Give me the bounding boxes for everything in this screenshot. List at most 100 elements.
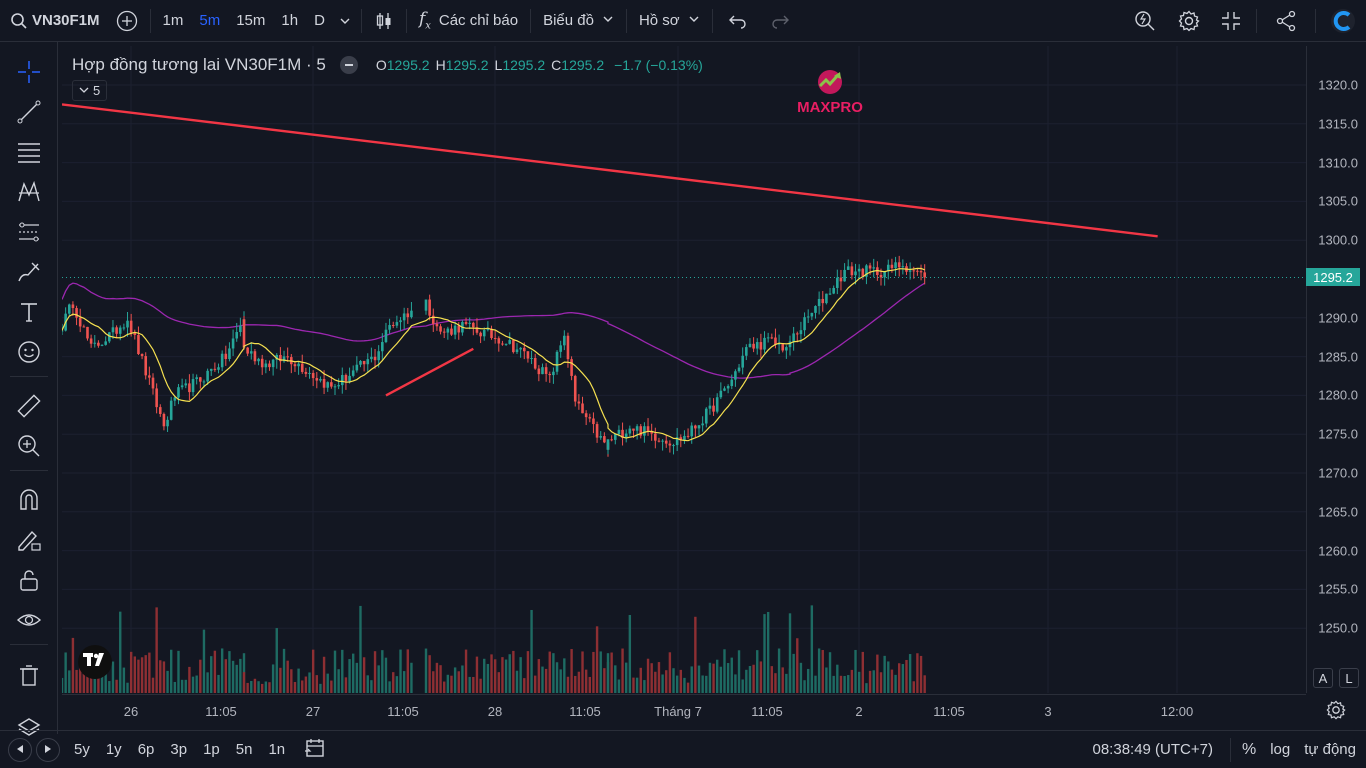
volume-bar — [166, 670, 169, 693]
volume-bar — [239, 658, 242, 693]
volume-bar — [766, 611, 770, 693]
candle-body — [493, 338, 497, 340]
indicators-button[interactable]: fx Các chỉ báo — [411, 0, 526, 42]
tradingview-logo[interactable] — [78, 645, 112, 679]
range-1p[interactable]: 1p — [203, 741, 220, 758]
volume-bar — [792, 653, 795, 693]
volume-bar — [162, 661, 166, 693]
fib-tool[interactable] — [13, 136, 45, 168]
log-scale-button[interactable]: L — [1339, 668, 1359, 688]
magnet-tool[interactable] — [13, 484, 45, 516]
volume-bar — [650, 663, 653, 693]
interval-1m[interactable]: 1m — [162, 12, 184, 29]
candle-body — [308, 372, 311, 374]
percent-scale-button[interactable]: % — [1241, 740, 1257, 758]
interval-D[interactable]: D — [314, 12, 325, 29]
range-5y[interactable]: 5y — [74, 741, 90, 758]
trend-line-tool[interactable] — [13, 96, 45, 128]
range-6p[interactable]: 6p — [137, 741, 155, 758]
fullscreen-button[interactable] — [1210, 0, 1252, 42]
legend-hide-button[interactable] — [339, 56, 358, 74]
scroll-right-button[interactable] — [36, 737, 60, 762]
candle-body — [508, 340, 512, 344]
scroll-left-button[interactable] — [8, 737, 32, 762]
interval-1h[interactable]: 1h — [281, 12, 299, 29]
volume-bar — [111, 661, 115, 693]
legend-title: Hợp đồng tương lai VN30F1M · 5 — [72, 55, 326, 74]
settings-button[interactable] — [1168, 0, 1210, 42]
date-range-button[interactable] — [297, 738, 333, 762]
time-scale[interactable]: 26 11:05 27 11:05 28 11:05 Tháng 7 11:05 2 11:05 3… — [62, 694, 1306, 726]
candle-body — [555, 351, 559, 372]
brush-tool[interactable] — [13, 256, 45, 288]
interval-5m[interactable]: 5m — [199, 12, 221, 29]
ruler-tool[interactable] — [13, 390, 45, 422]
profile-button[interactable]: Hồ sơ — [631, 0, 708, 42]
candle-body — [595, 424, 599, 438]
prediction-tool[interactable] — [13, 216, 45, 248]
auto-scale-toggle[interactable]: tự động — [1304, 741, 1356, 758]
auto-scale-button[interactable]: A — [1313, 668, 1333, 688]
candle-body — [752, 343, 755, 349]
object-tree-tool[interactable] — [13, 712, 45, 744]
crosshair-tool[interactable] — [13, 56, 45, 88]
price-chart[interactable] — [62, 46, 1306, 693]
candle-body — [370, 356, 373, 360]
log-scale-toggle[interactable]: log — [1270, 741, 1291, 758]
trash-icon — [16, 663, 42, 689]
interval-dropdown-button[interactable] — [333, 0, 357, 42]
chart-layout-button[interactable]: Biểu đồ — [535, 0, 622, 42]
price-tick: 1285.0 — [1318, 349, 1358, 365]
candle-body — [162, 413, 166, 427]
volume-bar — [534, 675, 537, 693]
volume-bar — [253, 678, 257, 693]
range-5n[interactable]: 5n — [235, 741, 253, 758]
volume-bar — [857, 671, 861, 693]
candle-body — [522, 347, 526, 352]
clock-display[interactable]: 08:38:49 (UTC+7) — [1092, 741, 1213, 758]
lock-all-tool[interactable] — [13, 564, 45, 596]
chart-style-button[interactable] — [366, 0, 402, 42]
volume-bar — [195, 675, 198, 693]
volume-bar — [577, 671, 581, 693]
emoji-tool[interactable] — [13, 336, 45, 368]
undo-button[interactable] — [717, 0, 759, 42]
quick-search-button[interactable] — [1122, 0, 1168, 42]
undo-icon — [728, 13, 747, 29]
brand-logo-button[interactable] — [1320, 0, 1366, 42]
volume-bar — [537, 659, 541, 693]
compare-symbol-button[interactable] — [108, 0, 146, 42]
candle-body — [391, 325, 395, 327]
symbol-search-button[interactable]: VN30F1M — [0, 0, 108, 42]
range-3p[interactable]: 3p — [170, 741, 188, 758]
candle-body — [268, 363, 271, 368]
chart-type-label: Biểu đồ — [543, 12, 594, 29]
range-1n[interactable]: 1n — [268, 741, 286, 758]
candle-body — [512, 340, 515, 353]
share-button[interactable] — [1261, 0, 1311, 42]
volume-bar — [668, 652, 672, 693]
volume-bar — [865, 683, 868, 693]
candle-body — [111, 327, 115, 333]
redo-button[interactable] — [759, 0, 801, 42]
time-tick: 2 — [855, 704, 863, 719]
pattern-tool[interactable] — [13, 176, 45, 208]
remove-drawings-tool[interactable] — [13, 660, 45, 692]
interval-15m[interactable]: 15m — [236, 12, 266, 29]
price-scale[interactable]: 1320.0 1315.0 1310.0 1305.0 1300.0 1290.0 1285… — [1306, 46, 1366, 693]
candle-body — [246, 347, 249, 354]
indicators-collapse-button[interactable]: 5 — [72, 80, 108, 101]
candle-body — [712, 405, 715, 412]
zoom-in-tool[interactable] — [13, 430, 45, 462]
volume-bar — [763, 614, 766, 693]
price-tick: 1305.0 — [1318, 193, 1358, 209]
volume-bar — [898, 663, 901, 693]
volume-bar — [457, 671, 460, 693]
time-settings-button[interactable] — [1326, 700, 1346, 725]
time-tick: Tháng 7 — [654, 704, 702, 719]
hide-drawings-tool[interactable] — [13, 604, 45, 636]
text-tool[interactable] — [13, 296, 45, 328]
range-1y[interactable]: 1y — [105, 741, 122, 758]
candle-body — [755, 342, 759, 349]
lock-drawing-tool[interactable] — [13, 524, 45, 556]
